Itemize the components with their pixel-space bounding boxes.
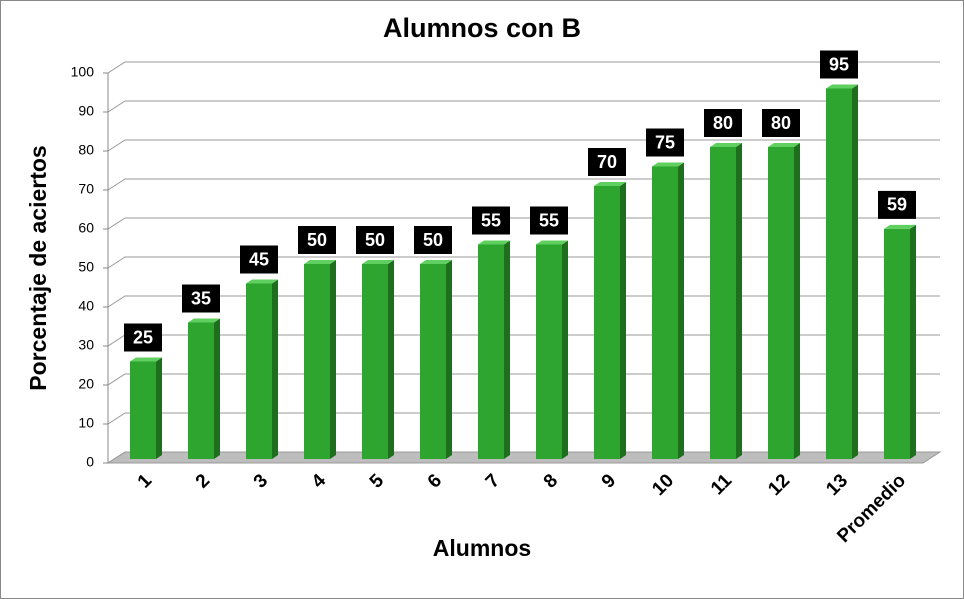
bar: [826, 88, 852, 459]
data-label-box: [182, 284, 220, 313]
data-label-box: [530, 206, 568, 235]
bar-side: [388, 260, 394, 459]
bar-side: [678, 162, 684, 459]
bar-side: [620, 182, 626, 459]
data-label-box: [588, 148, 626, 176]
bar-top: [826, 84, 858, 89]
bar: [304, 264, 330, 459]
data-label: 95: [829, 54, 849, 74]
bar: [246, 283, 272, 459]
data-label-box: [878, 190, 916, 219]
bar-side: [214, 318, 220, 459]
bar-top: [420, 260, 452, 264]
y-tick-label: 100: [71, 64, 95, 80]
bar-top: [536, 240, 568, 245]
bar: [652, 166, 678, 459]
y-tick-label: 60: [78, 220, 94, 236]
bar-side: [272, 279, 278, 459]
y-tick-label: 50: [78, 259, 94, 275]
bar: [768, 147, 794, 459]
x-axis-label: Alumnos: [433, 535, 531, 561]
data-label-box: [646, 128, 684, 157]
y-tick-label: 40: [78, 298, 94, 314]
bar-top: [884, 224, 916, 229]
bar-side: [504, 240, 510, 459]
bar: [420, 264, 446, 459]
data-label: 45: [249, 249, 269, 269]
bar-top: [304, 260, 336, 264]
bar-top: [130, 357, 162, 362]
y-tick-label: 70: [78, 181, 94, 197]
bar: [362, 264, 388, 459]
bar-top: [768, 143, 800, 147]
data-label: 35: [191, 288, 211, 308]
data-label-box: [356, 226, 394, 254]
bar-side: [330, 260, 336, 459]
bar: [536, 244, 562, 459]
data-label: 55: [539, 210, 559, 230]
data-label-box: [704, 109, 742, 137]
y-tick-label: 0: [86, 454, 94, 470]
data-label: 70: [597, 152, 617, 172]
bar-side: [910, 224, 916, 459]
y-tick-label: 30: [78, 337, 94, 353]
data-label-box: [762, 109, 800, 137]
bar-side: [156, 357, 162, 459]
data-label-box: [820, 50, 858, 79]
bar-top: [478, 240, 510, 245]
data-label: 55: [481, 210, 501, 230]
bar: [594, 186, 620, 459]
bar-side: [736, 143, 742, 459]
bar: [478, 244, 504, 459]
bar-top: [652, 162, 684, 167]
bar: [884, 228, 910, 459]
grid-line: [107, 100, 940, 113]
chart-title: Alumnos con B: [383, 13, 581, 43]
bar-top: [246, 279, 278, 284]
grid-line: [107, 61, 940, 74]
data-label: 75: [655, 132, 675, 152]
data-label-box: [298, 226, 336, 254]
y-tick-label: 10: [78, 415, 94, 431]
data-label: 25: [133, 327, 153, 347]
data-label: 50: [423, 230, 443, 250]
bar-top: [710, 143, 742, 147]
bar: [130, 361, 156, 459]
bar-top: [362, 260, 394, 264]
bar-top: [594, 182, 626, 186]
y-tick-label: 20: [78, 376, 94, 392]
data-label: 59: [887, 195, 907, 215]
bar-side: [562, 240, 568, 459]
data-label-box: [414, 226, 452, 254]
bar-side: [852, 84, 858, 459]
data-label: 50: [307, 230, 327, 250]
data-label: 50: [365, 230, 385, 250]
bar: [710, 147, 736, 459]
bar-top: [188, 318, 220, 323]
floor: [106, 451, 942, 464]
data-label-box: [124, 323, 162, 352]
bar: [188, 322, 214, 459]
bar-side: [794, 143, 800, 459]
data-label-box: [472, 206, 510, 235]
data-label: 80: [771, 113, 791, 133]
bar-side: [446, 260, 452, 459]
data-label: 80: [713, 113, 733, 133]
y-tick-label: 80: [78, 142, 94, 158]
y-axis-label: Porcentaje de aciertos: [25, 145, 51, 390]
data-label-box: [240, 245, 278, 274]
y-tick-label: 90: [78, 103, 94, 119]
